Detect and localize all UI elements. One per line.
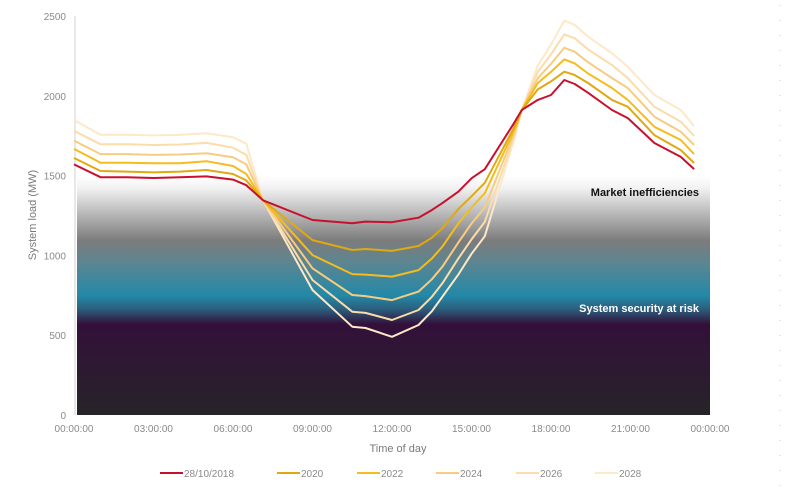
- legend-label: 2024: [460, 469, 483, 480]
- series-line-2024: [73, 46, 695, 302]
- y-tick-label: 2000: [44, 92, 67, 103]
- y-tick-label: 500: [49, 331, 66, 342]
- y-axis-label: System load (MW): [27, 170, 39, 260]
- risk-background-band: [77, 176, 710, 415]
- x-tick-label: 15:00:00: [452, 424, 491, 435]
- annotation-system-security: System security at risk: [579, 303, 700, 315]
- legend-item: 2024: [436, 469, 483, 480]
- x-tick-label: 00:00:00: [691, 424, 730, 435]
- legend-item: 2028: [595, 469, 642, 480]
- x-axis-label: Time of day: [369, 443, 427, 455]
- x-tick-label: 12:00:00: [373, 424, 412, 435]
- legend-label: 2022: [381, 469, 404, 480]
- x-tick-label: 06:00:00: [214, 424, 253, 435]
- series-line-2026: [73, 33, 695, 321]
- legend-item: 28/10/2018: [160, 469, 234, 480]
- y-tick-label: 0: [60, 411, 66, 422]
- x-tick-label: 03:00:00: [134, 424, 173, 435]
- series-line-2028: [73, 19, 695, 338]
- y-tick-label: 1000: [44, 251, 67, 262]
- legend-label: 2020: [301, 469, 324, 480]
- legend-label: 28/10/2018: [184, 469, 234, 480]
- legend-item: 2020: [277, 469, 324, 480]
- legend-item: 2022: [357, 469, 404, 480]
- legend-item: 2026: [516, 469, 563, 480]
- x-tick-label: 21:00:00: [611, 424, 650, 435]
- x-tick-label: 18:00:00: [532, 424, 571, 435]
- legend-label: 2026: [540, 469, 563, 480]
- y-tick-label: 1500: [44, 172, 67, 183]
- series-line-2020: [73, 70, 695, 252]
- annotation-market-inefficiencies: Market inefficiencies: [591, 187, 699, 199]
- x-tick-label: 09:00:00: [293, 424, 332, 435]
- legend: 28/10/2018 2020 2022 2024 2026 2028: [160, 469, 642, 480]
- series-line-28-10-2018: [73, 79, 695, 225]
- legend-label: 2028: [619, 469, 642, 480]
- x-tick-label: 00:00:00: [55, 424, 94, 435]
- y-tick-label: 2500: [44, 12, 67, 23]
- series-line-2022: [73, 58, 695, 278]
